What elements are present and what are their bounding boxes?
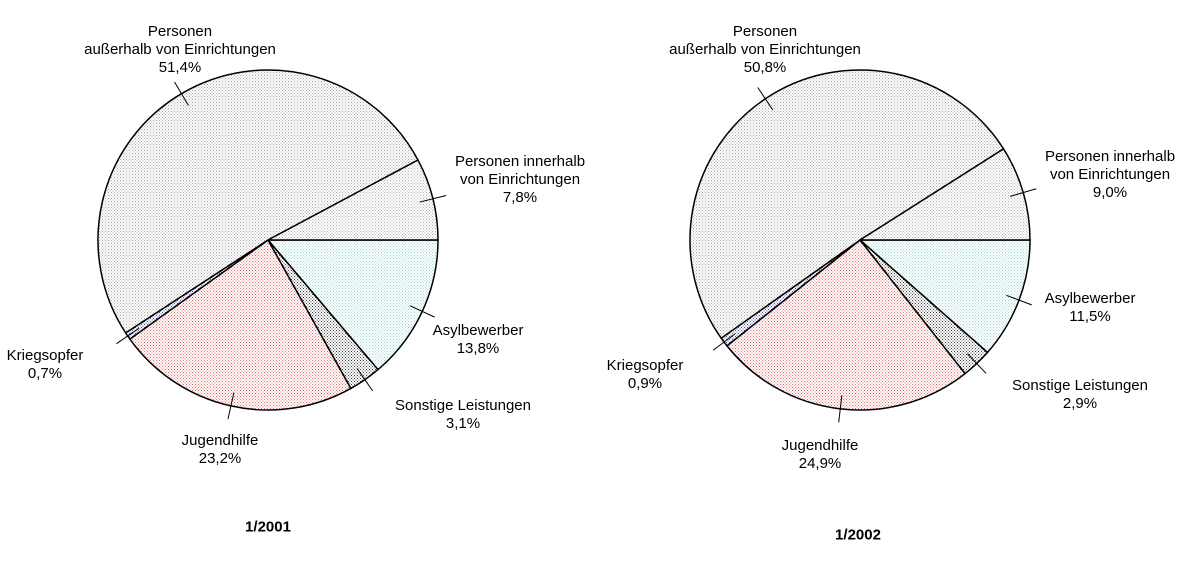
slice-name: Asylbewerber [1044, 290, 1136, 307]
leader-line [1006, 294, 1032, 306]
slice-value: 7,8% [502, 189, 538, 206]
slice-value: 23,2% [198, 450, 242, 467]
leader-line [409, 305, 435, 318]
chart-title: 1/2001 [245, 518, 291, 536]
slice-name: Personen außerhalb von Einrichtungen [669, 23, 861, 58]
slice-value: 0,7% [27, 365, 63, 382]
slice-name: Sonstige Leistungen [395, 397, 531, 414]
slice-value: 11,5% [1069, 308, 1111, 325]
slice-label: Personen innerhalb von Einrichtungen 9,0% [1045, 148, 1175, 202]
slice-label: Personen außerhalb von Einrichtungen 50,8… [669, 23, 861, 77]
slice-label: Sonstige Leistungen 2,9% [1012, 377, 1148, 413]
slice-name: Personen innerhalb von Einrichtungen [1044, 148, 1176, 183]
leader-line [227, 392, 235, 420]
leader-line [356, 368, 374, 392]
slice-name: Jugendhilfe [181, 432, 259, 449]
slice-name: Personen innerhalb von Einrichtungen [454, 153, 586, 188]
slice-name: Sonstige Leistungen [1012, 377, 1148, 394]
chart-title: 1/2002 [835, 526, 881, 544]
slice-value: 2,9% [1062, 395, 1098, 412]
slice-value: 9,0% [1092, 184, 1128, 201]
leader-line [757, 87, 774, 111]
slice-value: 24,9% [798, 455, 842, 472]
slice-label: Kriegsopfer 0,9% [607, 357, 684, 393]
leader-line [174, 81, 189, 106]
slice-name: Asylbewerber [432, 322, 524, 339]
leader-line [838, 395, 843, 423]
slice-value: 0,9% [627, 375, 663, 392]
slice-label: Jugendhilfe 24,9% [782, 437, 859, 473]
slice-value: 51,4% [158, 59, 202, 76]
slice-label: Personen innerhalb von Einrichtungen 7,8% [455, 153, 585, 207]
slice-label: Asylbewerber 13,8% [433, 322, 524, 358]
slice-value: 3,1% [445, 415, 481, 432]
leader-line [116, 327, 140, 345]
leader-line [419, 194, 447, 203]
slice-name: Jugendhilfe [781, 437, 859, 454]
leader-line [712, 333, 736, 351]
slice-label: Jugendhilfe 23,2% [182, 432, 259, 468]
slice-label: Personen außerhalb von Einrichtungen 51,4… [84, 23, 276, 77]
slice-name: Personen außerhalb von Einrichtungen [84, 23, 276, 58]
leader-line [1010, 188, 1037, 197]
slice-value: 50,8% [743, 59, 787, 76]
slice-label: Kriegsopfer 0,7% [7, 347, 84, 383]
slice-label: Asylbewerber 11,5% [1045, 290, 1136, 326]
slice-name: Kriegsopfer [6, 347, 84, 364]
slice-label: Sonstige Leistungen 3,1% [395, 397, 531, 433]
slice-name: Kriegsopfer [606, 357, 684, 374]
leader-line [967, 353, 987, 374]
slice-value: 13,8% [456, 340, 500, 357]
